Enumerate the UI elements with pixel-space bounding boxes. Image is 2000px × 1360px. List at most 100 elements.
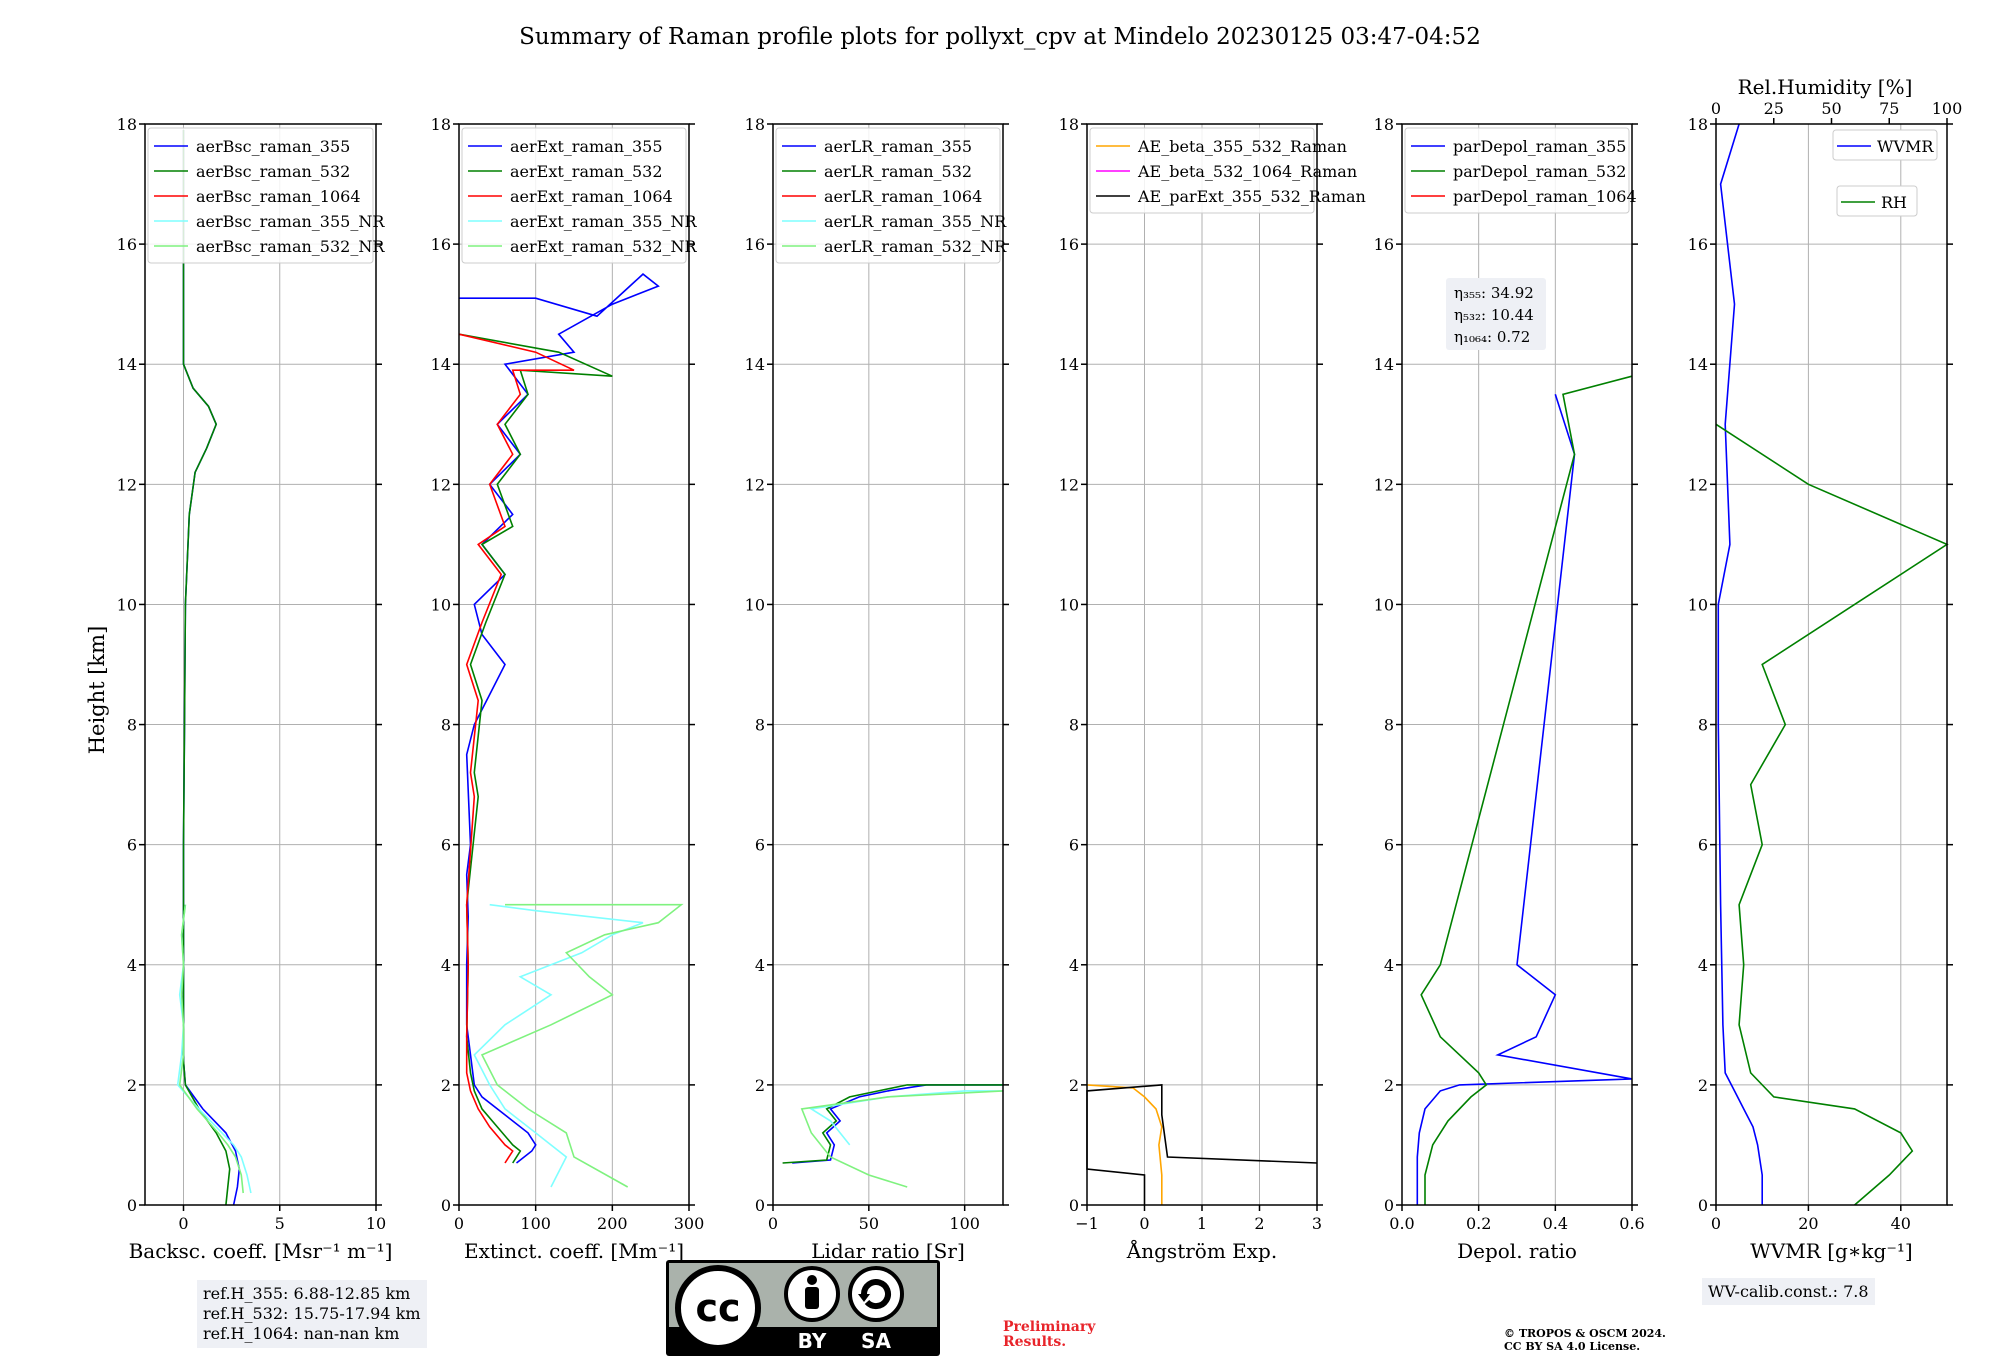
- y-tick-label: 2: [755, 1076, 765, 1095]
- x-tick-label: 2: [1254, 1214, 1264, 1233]
- y-tick-label: 6: [441, 836, 451, 855]
- legend-label: aerExt_raman_355_NR: [510, 212, 698, 231]
- series-line-ae-beta-355-532-raman: [1086, 1084, 1163, 1205]
- y-tick-label: 0: [441, 1196, 451, 1215]
- y-tick-label: 6: [1384, 836, 1394, 855]
- cc-by-sa-logo: cc BY SA: [666, 1260, 940, 1356]
- x-tick-label: 5: [275, 1214, 285, 1233]
- y-tick-label: 18: [745, 115, 765, 134]
- y-tick-label: 10: [745, 595, 765, 614]
- x-axis-label: Backsc. coeff. [Msr⁻¹ m⁻¹]: [129, 1239, 393, 1263]
- y-tick-label: 12: [1688, 475, 1708, 494]
- legend-box: [1404, 127, 1630, 214]
- y-tick-label: 10: [1688, 595, 1708, 614]
- series-line-aerlr-raman-355: [792, 1084, 1003, 1164]
- legend-label: aerLR_raman_355_NR: [824, 212, 1007, 231]
- series-line-aerext-raman-532: [458, 333, 613, 1164]
- y-tick-label: 10: [117, 595, 137, 614]
- by-label: BY: [798, 1329, 827, 1353]
- top-x-tick-label: 100: [1932, 99, 1963, 118]
- x-tick-label: 0.6: [1619, 1214, 1644, 1233]
- x-tick-label: 50: [859, 1214, 879, 1233]
- y-tick-label: 12: [745, 475, 765, 494]
- y-tick-label: 8: [127, 716, 137, 735]
- x-axis-label: WVMR [g∗kg⁻¹]: [1750, 1239, 1912, 1263]
- x-axis-label: Lidar ratio [Sr]: [811, 1239, 965, 1263]
- legend-label: aerBsc_raman_532_NR: [196, 237, 385, 256]
- legend-label: AE_parExt_355_532_Raman: [1137, 187, 1366, 206]
- legend-box: [1089, 127, 1315, 214]
- y-tick-label: 6: [1069, 836, 1079, 855]
- chart-panels: 0 2 4 6 8 10 12 14 16 18 0 5 10 Backsc. coeff. [Msr⁻¹…: [117, 99, 1963, 1263]
- top-x-tick-label: 75: [1879, 99, 1899, 118]
- panel-bsc: 0 2 4 6 8 10 12 14 16 18 0 5 10 Backsc. coeff. [Msr⁻¹…: [117, 115, 393, 1263]
- series-line-aerbsc-raman-355: [182, 130, 241, 1206]
- x-tick-label: 200: [597, 1214, 628, 1233]
- plot-frame: [772, 123, 1004, 1206]
- share-alike-icon: [848, 1266, 904, 1322]
- figure-title: Summary of Raman profile plots for polly…: [519, 24, 1481, 50]
- ref-height-1064: ref.H_1064: nan-nan km: [203, 1324, 400, 1343]
- legend-label: parDepol_raman_532: [1453, 162, 1626, 181]
- y-tick-label: 0: [755, 1196, 765, 1215]
- y-tick-label: 0: [1698, 1196, 1708, 1215]
- ref-height-532: ref.H_532: 15.75-17.94 km: [203, 1304, 421, 1323]
- series-line-aerext-raman-1064: [458, 333, 575, 1164]
- x-tick-label: 0: [768, 1214, 778, 1233]
- legend-label: aerExt_raman_532_NR: [510, 237, 698, 256]
- legend-box: [147, 127, 374, 264]
- legend-label: aerBsc_raman_355: [196, 137, 350, 156]
- x-tick-label: 0: [178, 1214, 188, 1233]
- y-tick-label: 4: [1069, 956, 1079, 975]
- y-tick-label: 16: [1059, 235, 1079, 254]
- series-line-aerext-raman-355: [459, 273, 660, 1164]
- y-tick-label: 18: [1374, 115, 1394, 134]
- eta-value: η₁₀₆₄: 0.72: [1454, 328, 1530, 346]
- y-tick-label: 12: [1059, 475, 1079, 494]
- series-line-aerbsc-raman-355-nr: [176, 904, 252, 1194]
- y-tick-label: 4: [755, 956, 765, 975]
- x-axis-label: Extinct. coeff. [Mm⁻¹]: [464, 1239, 684, 1263]
- reference-heights-box: ref.H_355: 6.88-12.85 km ref.H_532: 15.7…: [197, 1280, 427, 1348]
- y-tick-label: 14: [745, 355, 765, 374]
- series-line-rh: [1715, 423, 1949, 1206]
- series-line-aerext-raman-532-nr: [480, 903, 684, 1188]
- y-tick-label: 14: [1059, 355, 1079, 374]
- eta-value: η₃₅₅: 34.92: [1454, 284, 1534, 302]
- cc-circle-icon: [675, 1265, 761, 1351]
- panel-depol: 0 2 4 6 8 10 12 14 16 18 0.0 0.2 0.4 0.6 Depol. ratio p…: [1374, 115, 1645, 1263]
- y-tick-label: 18: [431, 115, 451, 134]
- legend-label: aerLR_raman_355: [824, 137, 972, 156]
- top-x-tick-label: 50: [1821, 99, 1841, 118]
- y-tick-label: 18: [117, 115, 137, 134]
- eta-value: η₅₃₂: 10.44: [1454, 306, 1534, 324]
- preliminary-line-2: Results.: [1003, 1334, 1067, 1350]
- y-axis-label: Height [km]: [85, 626, 109, 755]
- y-tick-label: 2: [127, 1076, 137, 1095]
- series-line-aerlr-raman-532-nr: [800, 1090, 1004, 1188]
- x-axis-label: Depol. ratio: [1457, 1239, 1577, 1263]
- y-tick-label: 4: [1698, 956, 1708, 975]
- y-tick-label: 10: [1059, 595, 1079, 614]
- plot-frame: [1715, 123, 1948, 1206]
- legend-label: parDepol_raman_355: [1453, 137, 1626, 156]
- y-tick-label: 12: [117, 475, 137, 494]
- legend-box: [461, 127, 687, 264]
- y-tick-label: 6: [755, 836, 765, 855]
- y-tick-label: 14: [1688, 355, 1708, 374]
- y-tick-label: 2: [1069, 1076, 1079, 1095]
- x-axis-label: Ångström Exp.: [1126, 1238, 1277, 1263]
- legend-box: [775, 127, 1001, 264]
- y-tick-label: 4: [1384, 956, 1394, 975]
- legend-label: RH: [1881, 193, 1907, 212]
- copyright-note: © TROPOS & OSCM 2024. CC BY SA 4.0 Licen…: [1504, 1327, 1666, 1353]
- series-line-aerbsc-raman-532-nr: [178, 904, 244, 1194]
- legend-label: aerBsc_raman_355_NR: [196, 212, 385, 231]
- legend-label: aerLR_raman_1064: [824, 187, 982, 206]
- cc-logo-text: cc: [695, 1286, 740, 1330]
- x-tick-label: 0.2: [1466, 1214, 1491, 1233]
- y-tick-label: 8: [1384, 716, 1394, 735]
- y-tick-label: 8: [441, 716, 451, 735]
